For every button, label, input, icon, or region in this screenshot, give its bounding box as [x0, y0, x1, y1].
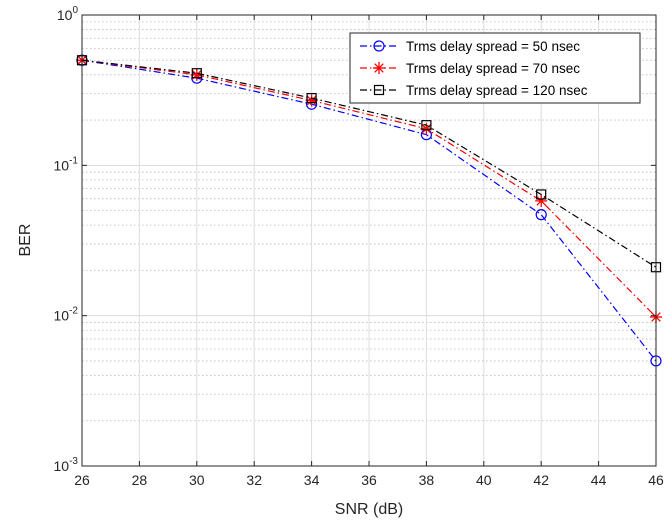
asterisk-stroke: [306, 95, 317, 106]
asterisk-stroke: [536, 196, 546, 206]
series-line: [81, 59, 657, 318]
x-tick-label: 36: [361, 472, 377, 488]
legend-item: Trms delay spread = 70 nsec: [360, 61, 580, 76]
data-point: [535, 209, 547, 221]
data-point: [373, 84, 385, 96]
y-tick-label: 100: [57, 5, 79, 23]
x-axis-label: SNR (dB): [335, 501, 403, 518]
x-tick-label: 30: [189, 472, 205, 488]
x-tick-label: 26: [74, 472, 90, 488]
series-layer: [76, 54, 662, 367]
legend-item: Trms delay spread = 120 nsec: [360, 83, 588, 98]
data-point: [373, 62, 385, 74]
y-tick-labels: 100 10-1 10-2 10-3: [54, 5, 79, 474]
x-tick-label: 46: [648, 472, 664, 488]
data-point: [305, 94, 318, 107]
series-line: [81, 59, 657, 268]
legend-item: Trms delay spread = 50 nsec: [360, 39, 580, 54]
y-tick-label: 10-2: [54, 306, 79, 324]
data-point: [536, 189, 547, 200]
data-point: [535, 194, 548, 207]
legend-label: Trms delay spread = 70 nsec: [406, 61, 580, 76]
x-tick-label: 34: [304, 472, 320, 488]
y-tick-label: 10-1: [54, 155, 79, 173]
x-tick-label: 42: [533, 472, 549, 488]
x-tick-label: 44: [591, 472, 607, 488]
x-tick-labels: 26 28 30 32 34 36 38 40 42 44 46: [74, 472, 664, 488]
series-line: [81, 59, 657, 362]
data-point: [306, 93, 317, 104]
data-point: [421, 120, 432, 131]
y-axis-label: BER: [17, 224, 34, 257]
legend-label: Trms delay spread = 120 nsec: [406, 83, 588, 98]
x-tick-label: 40: [476, 472, 492, 488]
x-tick-label: 28: [132, 472, 148, 488]
y-tick-label: 10-3: [54, 456, 79, 474]
legend-box: [349, 32, 641, 104]
x-tick-label: 32: [246, 472, 262, 488]
legend-label: Trms delay spread = 50 nsec: [406, 39, 580, 54]
x-tick-label: 38: [419, 472, 435, 488]
axis-ticks: [81, 14, 657, 467]
data-point: [373, 40, 385, 52]
asterisk-stroke: [374, 63, 384, 73]
legend: Trms delay spread = 50 nsec Trms delay sp…: [349, 32, 641, 104]
asterisk-stroke: [421, 124, 432, 134]
data-point: [191, 68, 202, 79]
